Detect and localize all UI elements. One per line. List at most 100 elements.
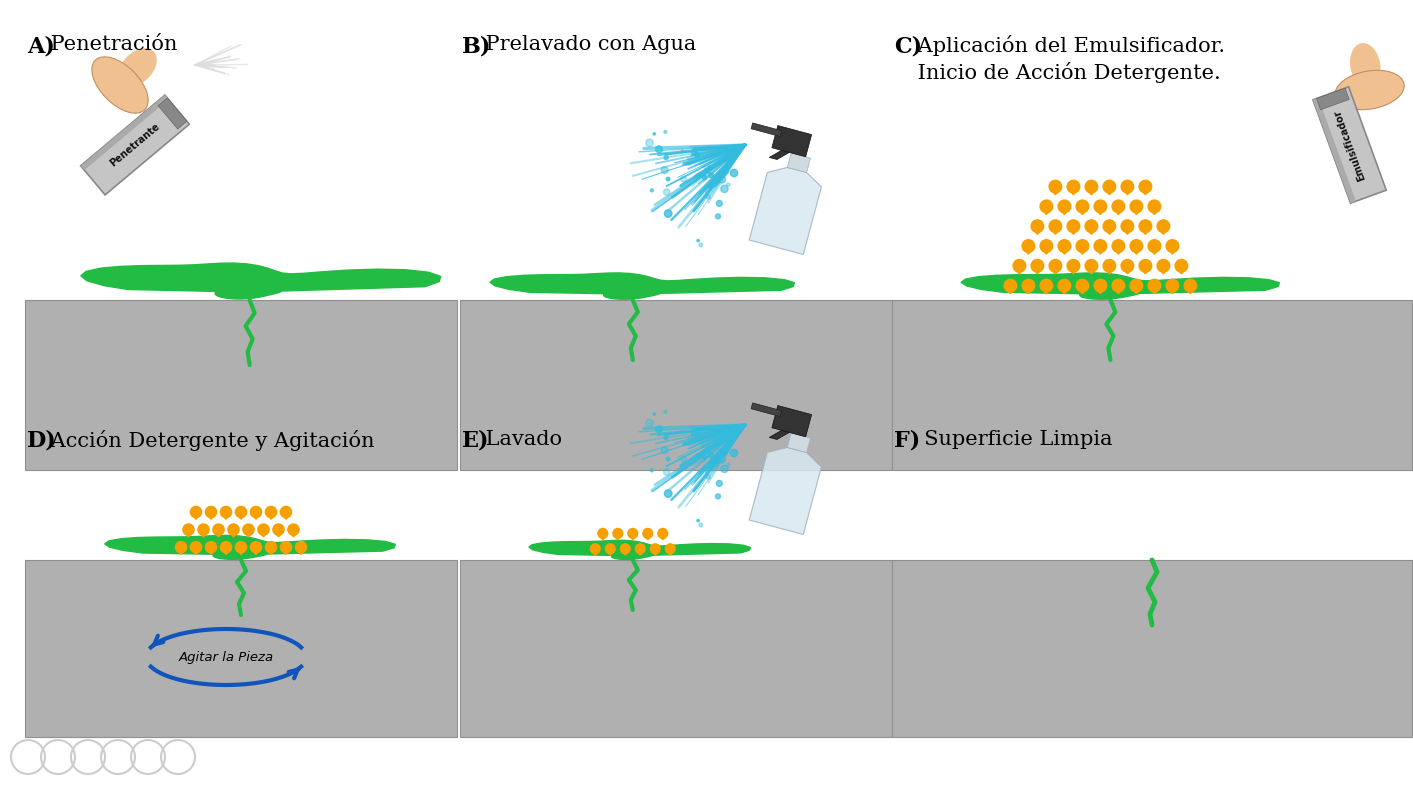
Circle shape: [1149, 279, 1160, 292]
Circle shape: [656, 426, 663, 432]
Circle shape: [1094, 200, 1106, 213]
Circle shape: [1139, 220, 1152, 232]
Circle shape: [653, 413, 656, 415]
Circle shape: [220, 541, 232, 553]
Polygon shape: [236, 514, 246, 519]
Polygon shape: [1005, 288, 1016, 293]
Circle shape: [1121, 259, 1133, 272]
Circle shape: [1157, 220, 1170, 232]
Circle shape: [1067, 259, 1080, 272]
Bar: [892, 300, 1412, 470]
Polygon shape: [1113, 208, 1123, 215]
Polygon shape: [1087, 228, 1096, 235]
Polygon shape: [191, 549, 201, 554]
Circle shape: [266, 506, 277, 518]
Circle shape: [664, 469, 670, 475]
Polygon shape: [643, 535, 651, 540]
Circle shape: [266, 541, 277, 553]
Circle shape: [288, 524, 300, 535]
Circle shape: [1176, 259, 1188, 272]
Circle shape: [613, 529, 623, 538]
Circle shape: [664, 210, 673, 217]
Circle shape: [1130, 279, 1143, 292]
Text: B): B): [462, 35, 492, 57]
Circle shape: [722, 427, 728, 432]
Circle shape: [236, 541, 247, 553]
Circle shape: [653, 133, 656, 135]
Polygon shape: [266, 514, 276, 519]
Circle shape: [722, 147, 728, 152]
Polygon shape: [177, 549, 185, 554]
Polygon shape: [613, 535, 622, 540]
Circle shape: [726, 463, 731, 467]
Polygon shape: [1077, 208, 1088, 215]
Polygon shape: [658, 535, 667, 540]
Circle shape: [664, 189, 670, 196]
Polygon shape: [1041, 208, 1051, 215]
Circle shape: [1005, 279, 1017, 292]
Circle shape: [250, 506, 261, 518]
Circle shape: [598, 529, 608, 538]
Text: Penetración: Penetración: [44, 35, 178, 54]
Polygon shape: [622, 550, 630, 555]
Polygon shape: [1140, 188, 1150, 195]
Bar: [1313, 87, 1386, 204]
Circle shape: [605, 544, 615, 553]
Circle shape: [1139, 259, 1152, 272]
Polygon shape: [1015, 268, 1024, 274]
Bar: [158, 98, 187, 129]
Circle shape: [205, 541, 216, 553]
Circle shape: [650, 544, 660, 553]
Polygon shape: [297, 549, 305, 554]
Bar: [1313, 98, 1356, 204]
Circle shape: [697, 519, 699, 522]
Polygon shape: [1058, 248, 1070, 254]
Circle shape: [1031, 259, 1044, 272]
Circle shape: [236, 506, 247, 518]
Polygon shape: [1167, 248, 1178, 254]
Polygon shape: [1167, 288, 1178, 293]
Polygon shape: [749, 448, 821, 534]
Circle shape: [280, 506, 291, 518]
Circle shape: [666, 544, 675, 553]
Polygon shape: [222, 514, 230, 519]
Circle shape: [699, 243, 702, 246]
Polygon shape: [1140, 268, 1150, 274]
Polygon shape: [636, 550, 644, 555]
Circle shape: [691, 429, 697, 435]
Polygon shape: [266, 549, 276, 554]
Circle shape: [715, 214, 721, 219]
Circle shape: [1085, 259, 1098, 272]
Polygon shape: [229, 531, 239, 537]
Circle shape: [1058, 240, 1071, 252]
Circle shape: [697, 173, 701, 177]
Circle shape: [725, 450, 729, 453]
Circle shape: [709, 452, 714, 457]
Polygon shape: [1122, 268, 1133, 274]
Circle shape: [650, 189, 653, 192]
Bar: [892, 560, 1412, 737]
Circle shape: [1094, 279, 1106, 292]
Circle shape: [661, 167, 668, 173]
Circle shape: [1112, 279, 1125, 292]
Bar: [752, 403, 781, 417]
Polygon shape: [1095, 248, 1106, 254]
Polygon shape: [1159, 268, 1169, 274]
Circle shape: [198, 524, 209, 535]
Circle shape: [1013, 259, 1026, 272]
Polygon shape: [1087, 188, 1096, 195]
Polygon shape: [1186, 288, 1195, 293]
Bar: [25, 300, 456, 470]
Polygon shape: [1122, 188, 1133, 195]
Circle shape: [702, 455, 706, 460]
Bar: [461, 560, 892, 737]
Circle shape: [646, 139, 653, 146]
Polygon shape: [629, 535, 637, 540]
Text: Lavado: Lavado: [479, 430, 562, 449]
Circle shape: [731, 169, 738, 176]
Bar: [752, 123, 781, 137]
Circle shape: [1048, 180, 1061, 193]
Polygon shape: [1140, 228, 1150, 235]
Circle shape: [1166, 279, 1178, 292]
Polygon shape: [1130, 248, 1142, 254]
